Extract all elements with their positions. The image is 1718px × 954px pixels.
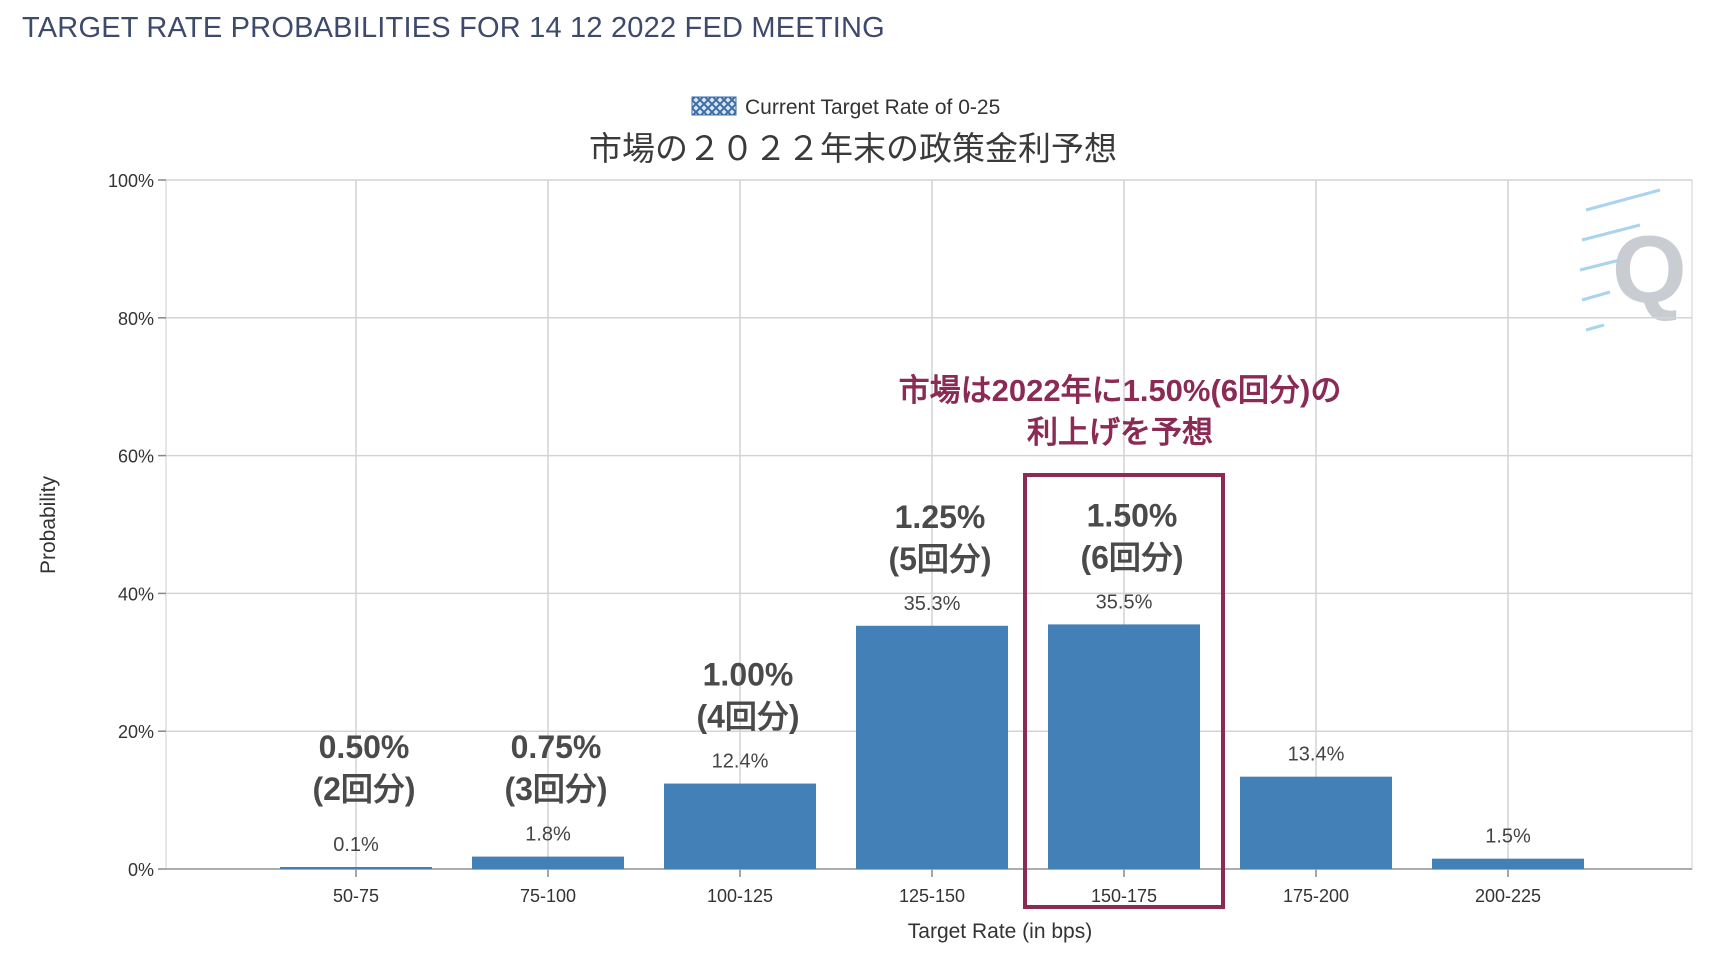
svg-text:Q: Q [1612,216,1687,323]
rate-annotation-150-175: 1.50% [1087,497,1178,533]
bar-100-125 [664,783,816,869]
bar-75-100 [472,856,624,869]
rate-annotation-125-150: 1.25% [895,499,986,535]
callout: 市場は2022年に1.50%(6回分)の 利上げを予想 [899,373,1342,909]
page-title: TARGET RATE PROBABILITIES FOR 14 12 2022… [22,12,885,44]
x-tick-label: 150-175 [1091,886,1157,906]
bar-150-175 [1048,624,1200,869]
grid: 0% 20% 40% 60% 80% 100% 50-75 75-100 100-125 125-… [108,171,1693,906]
x-tick-label: 200-225 [1475,886,1541,906]
hike-count-annotation-100-125: (4回分) [696,699,799,735]
bar-175-200 [1240,776,1392,869]
bar-50-75 [280,867,432,869]
legend-label: Current Target Rate of 0-25 [745,96,1000,119]
annotations: 0.50% (2回分) 0.75% (3回分) 1.00% (4回分) 1.25% (5回分)… [312,497,1183,807]
y-axis-title: Probability [37,475,60,574]
x-tick-label: 50-75 [333,886,379,906]
hike-count-annotation-150-175: (6回分) [1080,539,1183,575]
bars [280,624,1584,869]
data-label: 13.4% [1288,744,1345,766]
rate-annotation-100-125: 1.00% [703,657,794,693]
legend-swatch [691,96,737,116]
data-label: 35.3% [904,593,961,615]
callout-text-line-2: 利上げを予想 [1027,415,1213,450]
y-tick-label: 20% [118,722,154,742]
x-tick-label: 175-200 [1283,886,1349,906]
data-label: 0.1% [333,834,379,856]
data-label: 1.5% [1485,826,1531,848]
data-label: 1.8% [525,824,571,846]
x-tick-label: 100-125 [707,886,773,906]
legend: Current Target Rate of 0-25 [691,96,1000,119]
bar-200-225 [1432,858,1584,869]
y-tick-label: 0% [128,860,154,880]
x-tick-label: 75-100 [520,886,576,906]
y-tick-label: 40% [118,584,154,604]
hike-count-annotation-125-150: (5回分) [888,541,991,577]
data-label: 12.4% [712,751,769,773]
hike-count-annotation-50-75: (2回分) [312,771,415,807]
x-tick-label: 125-150 [899,886,965,906]
callout-text-line-1: 市場は2022年に1.50%(6回分)の [899,373,1342,408]
x-axis-title: Target Rate (in bps) [908,920,1092,943]
data-label: 35.5% [1096,591,1153,613]
rate-annotation-75-100: 0.75% [511,729,602,765]
chart-title: 市場の２０２２年末の政策金利予想 [589,130,1117,167]
hike-count-annotation-75-100: (3回分) [504,771,607,807]
bar-125-150 [856,625,1008,869]
y-tick-label: 60% [118,447,154,467]
y-tick-label: 80% [118,309,154,329]
y-tick-label: 100% [108,171,154,191]
data-labels: 0.1% 1.8% 12.4% 35.3% 35.5% 13.4% 1.5% [333,591,1531,856]
rate-annotation-50-75: 0.50% [319,729,410,765]
highlight-box [1023,473,1225,909]
q-logo-icon: Q [1579,188,1687,332]
